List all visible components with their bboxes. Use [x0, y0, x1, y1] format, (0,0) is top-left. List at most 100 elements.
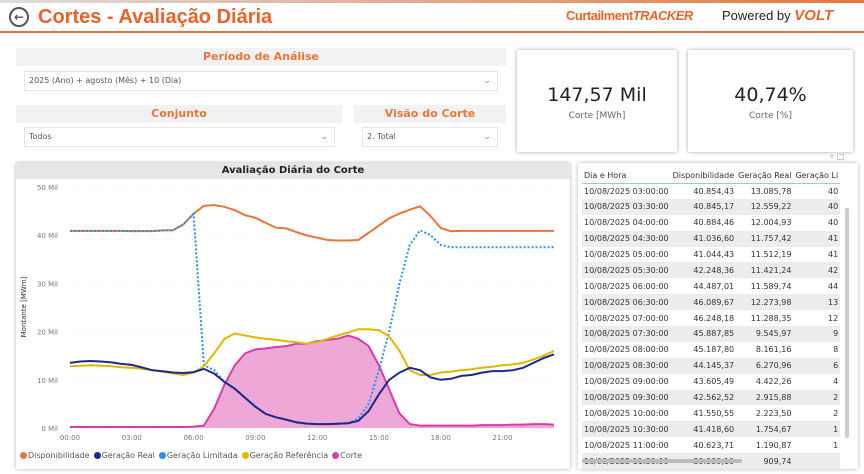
- table-cell: 10/08/2025 05:30:00: [582, 262, 671, 279]
- table-cell: 13: [793, 294, 841, 311]
- chevron-down-icon: ⌄: [320, 132, 328, 142]
- legend-item[interactable]: Corte: [332, 451, 362, 460]
- table-cell: 8: [833, 345, 839, 355]
- visao-dropdown[interactable]: 2. Total ⌄: [362, 127, 498, 147]
- table-row[interactable]: 10/08/2025 06:30:00 46.089,67 12.273,98 13: [582, 294, 841, 311]
- table-cell: 10/08/2025 09:00:00: [584, 377, 669, 387]
- table-cell: [793, 453, 841, 469]
- vertical-scrollbar[interactable]: [845, 208, 849, 438]
- table-cell: 13.085,78: [750, 186, 792, 196]
- table-cell: 41.036,60: [670, 230, 737, 247]
- periodo-dropdown[interactable]: 2025 (Ano) + agosto (Mês) + 10 (Dia) ⌄: [24, 71, 498, 91]
- periodo-value: 2025 (Ano) + agosto (Mês) + 10 (Dia): [29, 76, 182, 85]
- table-row[interactable]: 10/08/2025 09:30:00 42.562,52 2.915,88 2: [582, 389, 841, 406]
- table-row[interactable]: 10/08/2025 07:30:00 45.887,85 9.545,97 9: [582, 326, 841, 342]
- legend-dot-icon: [93, 452, 101, 459]
- chart-plot: 0 Mil 10 Mil 20 Mil 30 Mil 40 Mil 50 Mil 00:00…: [20, 184, 555, 442]
- back-arrow-icon[interactable]: ←: [9, 7, 29, 27]
- table-cell: 2.915,88: [736, 389, 794, 406]
- kpi-label: Corte [%]: [749, 111, 792, 121]
- page-header: ← Cortes - Avaliação Diária: [0, 3, 864, 33]
- table-row[interactable]: 10/08/2025 09:00:00 43.605,49 4.422,26 4: [582, 374, 840, 390]
- table-cell: 4.422,26: [755, 377, 792, 387]
- table-row[interactable]: 10/08/2025 10:30:00 41.418,60 1.754,67 1: [582, 421, 841, 438]
- table-cell: 1.190,87: [755, 440, 792, 450]
- table-cell: 46.089,67: [670, 294, 737, 311]
- powered-by-volt: Powered by VOLT: [722, 7, 833, 24]
- legend-label: Geração Limitada: [166, 451, 238, 460]
- table-row[interactable]: 10/08/2025 07:00:00 46.248,18 11.288,35 12: [582, 310, 840, 326]
- legend-dot-icon: [158, 452, 166, 459]
- legend-item[interactable]: Disponibilidade: [20, 451, 90, 460]
- conjunto-dropdown[interactable]: Todos ⌄: [24, 127, 335, 147]
- y-tick-label: 50 Mil: [37, 184, 58, 192]
- column-header[interactable]: Geração Li: [793, 168, 841, 184]
- table-cell: 42.562,52: [670, 389, 737, 406]
- table-cell: 9: [793, 326, 841, 342]
- table-cell: 1: [833, 440, 839, 450]
- table-row[interactable]: 10/08/2025 08:00:00 45.187,80 8.161,16 8: [582, 342, 840, 358]
- table-cell: 41: [827, 250, 839, 259]
- table-cell: 40: [793, 198, 841, 215]
- x-tick-label: 21:00: [492, 434, 512, 442]
- filter-icon[interactable]: ▿: [830, 152, 835, 161]
- series-line-1: [69, 353, 555, 426]
- table-row[interactable]: 10/08/2025 03:30:00 40.845,17 12.559,22 40: [582, 198, 841, 215]
- table-cell: 10/08/2025 07:00:00: [584, 313, 669, 323]
- horizontal-scrollbar[interactable]: [582, 459, 742, 463]
- table-cell: 45.187,80: [693, 345, 735, 355]
- legend-item[interactable]: Geração Referência: [241, 451, 328, 460]
- table-row[interactable]: 10/08/2025 06:00:00 44.487,01 11.589,74 44: [582, 278, 840, 294]
- kpi-card-corte-pct: 40,74% Corte [%]: [688, 50, 853, 152]
- table-cell: 10/08/2025 08:00:00: [584, 345, 669, 355]
- data-table: Dia e Hora Disponibilidade Geração Real Ger…: [578, 163, 858, 469]
- table-row[interactable]: 10/08/2025 03:00:00 40.854,43 13.085,78 40: [582, 183, 840, 199]
- table-row[interactable]: 10/08/2025 04:30:00 41.036,60 11.757,42 41: [582, 230, 841, 247]
- focus-mode-icon[interactable]: □: [836, 152, 845, 161]
- table-cell: 10/08/2025 03:00:00: [584, 186, 669, 196]
- kpi-value: 147,57 Mil: [547, 84, 647, 106]
- table-cell: 44.487,01: [693, 281, 735, 291]
- table-cell: 40.854,43: [693, 186, 735, 196]
- legend-dot-icon: [20, 452, 27, 459]
- table-cell: 11.589,74: [750, 281, 792, 291]
- y-tick-label: 0 Mil: [41, 425, 58, 433]
- table-cell: 12: [827, 313, 839, 323]
- table-row[interactable]: 10/08/2025 05:30:00 42.248,36 11.421,24 42: [582, 262, 841, 279]
- legend-item[interactable]: Geração Real: [93, 451, 155, 460]
- visual-header-icons: ▿ □: [830, 152, 844, 161]
- table-cell: 10/08/2025 10:00:00: [584, 408, 669, 418]
- kpi-value: 40,74%: [734, 84, 807, 106]
- kpi-card-corte-mwh: 147,57 Mil Corte [MWh]: [517, 50, 677, 152]
- daily-cut-chart: Avaliação Diária do Corte 0 Mil 10 Mil 20 …: [16, 163, 570, 469]
- chart-title: Avaliação Diária do Corte: [16, 163, 570, 179]
- column-header[interactable]: Dia e Hora: [582, 168, 671, 184]
- table-row[interactable]: 10/08/2025 08:30:00 44.145,37 6.270,96 6: [582, 357, 841, 374]
- brand-part-a: Curtailment: [566, 8, 633, 23]
- table-row[interactable]: 10/08/2025 05:00:00 41.044,43 11.512,19 41: [582, 247, 840, 263]
- table-cell: 8.161,16: [755, 345, 792, 355]
- periodo-label: Período de Análise: [16, 48, 506, 66]
- corte-area: [70, 335, 554, 428]
- column-header[interactable]: Geração Real: [736, 168, 794, 184]
- table-cell: 44.145,37: [670, 357, 737, 374]
- chart-legend: Disponibilidade Geração Real Geração Limit…: [20, 451, 362, 460]
- table-row[interactable]: 10/08/2025 11:00:00 40.623,71 1.190,87 1: [582, 437, 840, 453]
- visao-value: 2. Total: [367, 132, 396, 141]
- column-header[interactable]: Disponibilidade: [670, 168, 737, 184]
- legend-label: Corte: [340, 451, 362, 460]
- legend-item[interactable]: Geração Limitada: [158, 451, 238, 460]
- table-row[interactable]: 10/08/2025 10:00:00 41.550,55 2.223,50 2: [582, 405, 840, 421]
- chevron-down-icon: ⌄: [483, 76, 491, 86]
- table-row[interactable]: 10/08/2025 04:00:00 40.884,46 12.004,93 40: [582, 215, 840, 231]
- table-cell: 909,74: [736, 453, 794, 469]
- y-tick-label: 20 Mil: [37, 329, 58, 337]
- table-cell: 10/08/2025 06:00:00: [584, 281, 669, 291]
- kpi-label: Corte [MWh]: [568, 111, 626, 121]
- table-cell: 40.845,17: [670, 198, 737, 215]
- table-cell: 42: [793, 262, 841, 279]
- table-cell: 40.884,46: [693, 218, 735, 228]
- table-cell: 6: [793, 357, 841, 374]
- table-cell: 41.044,43: [693, 250, 735, 259]
- visao-label: Visão do Corte: [354, 105, 506, 123]
